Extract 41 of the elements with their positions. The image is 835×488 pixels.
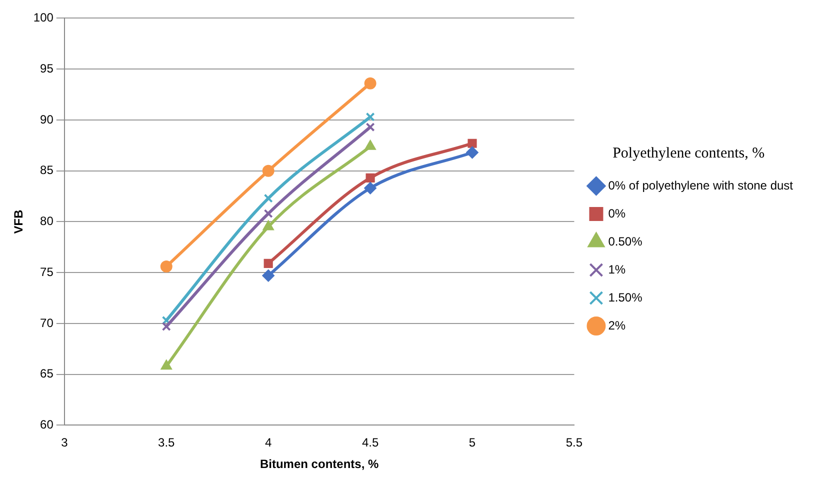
point: [264, 258, 273, 268]
point: [468, 138, 477, 148]
y-tick-label: 75: [40, 264, 54, 279]
point: [262, 270, 274, 282]
x-tick-label: 5: [468, 436, 476, 450]
point: [262, 164, 274, 177]
point: [364, 140, 376, 150]
legend-label: 1.50%: [608, 290, 643, 304]
y-tick-label: 70: [40, 316, 54, 330]
y-tick-label: 60: [40, 418, 54, 432]
point: [466, 146, 478, 159]
y-tick-label: 80: [40, 214, 54, 228]
legend-label: 1%: [608, 262, 626, 276]
point: [364, 77, 376, 90]
point: [162, 322, 171, 332]
point: [264, 209, 273, 218]
point: [161, 360, 172, 370]
legend-label: 0% of polyethylene with stone dust: [608, 178, 794, 192]
point: [366, 112, 375, 122]
x-tick-label: 4.5: [362, 436, 379, 450]
point: [364, 182, 376, 194]
x-axis-title: Bitumen contents, %: [260, 457, 379, 472]
legend-title: Polyethylene contents, %: [612, 145, 765, 162]
y-tick-label: 100: [33, 10, 54, 25]
point: [366, 173, 375, 182]
x-tick-label: 3.5: [158, 436, 176, 450]
y-tick-label: 85: [40, 163, 54, 178]
x-tick-label: 3: [61, 436, 68, 450]
legend-label: 2%: [608, 318, 626, 332]
point: [264, 194, 273, 203]
x-tick-label: 5.5: [566, 436, 583, 450]
y-axis-title: VFB: [12, 209, 26, 234]
y-tick-label: 65: [40, 366, 54, 381]
legend-label: 0%: [608, 206, 626, 220]
x-tick-label: 4: [264, 436, 272, 450]
point: [366, 122, 375, 132]
y-tick-label: 95: [40, 61, 54, 76]
point: [160, 260, 172, 272]
y-tick-label: 90: [40, 112, 54, 126]
legend-label: 0.50%: [608, 234, 643, 248]
point: [263, 220, 274, 230]
